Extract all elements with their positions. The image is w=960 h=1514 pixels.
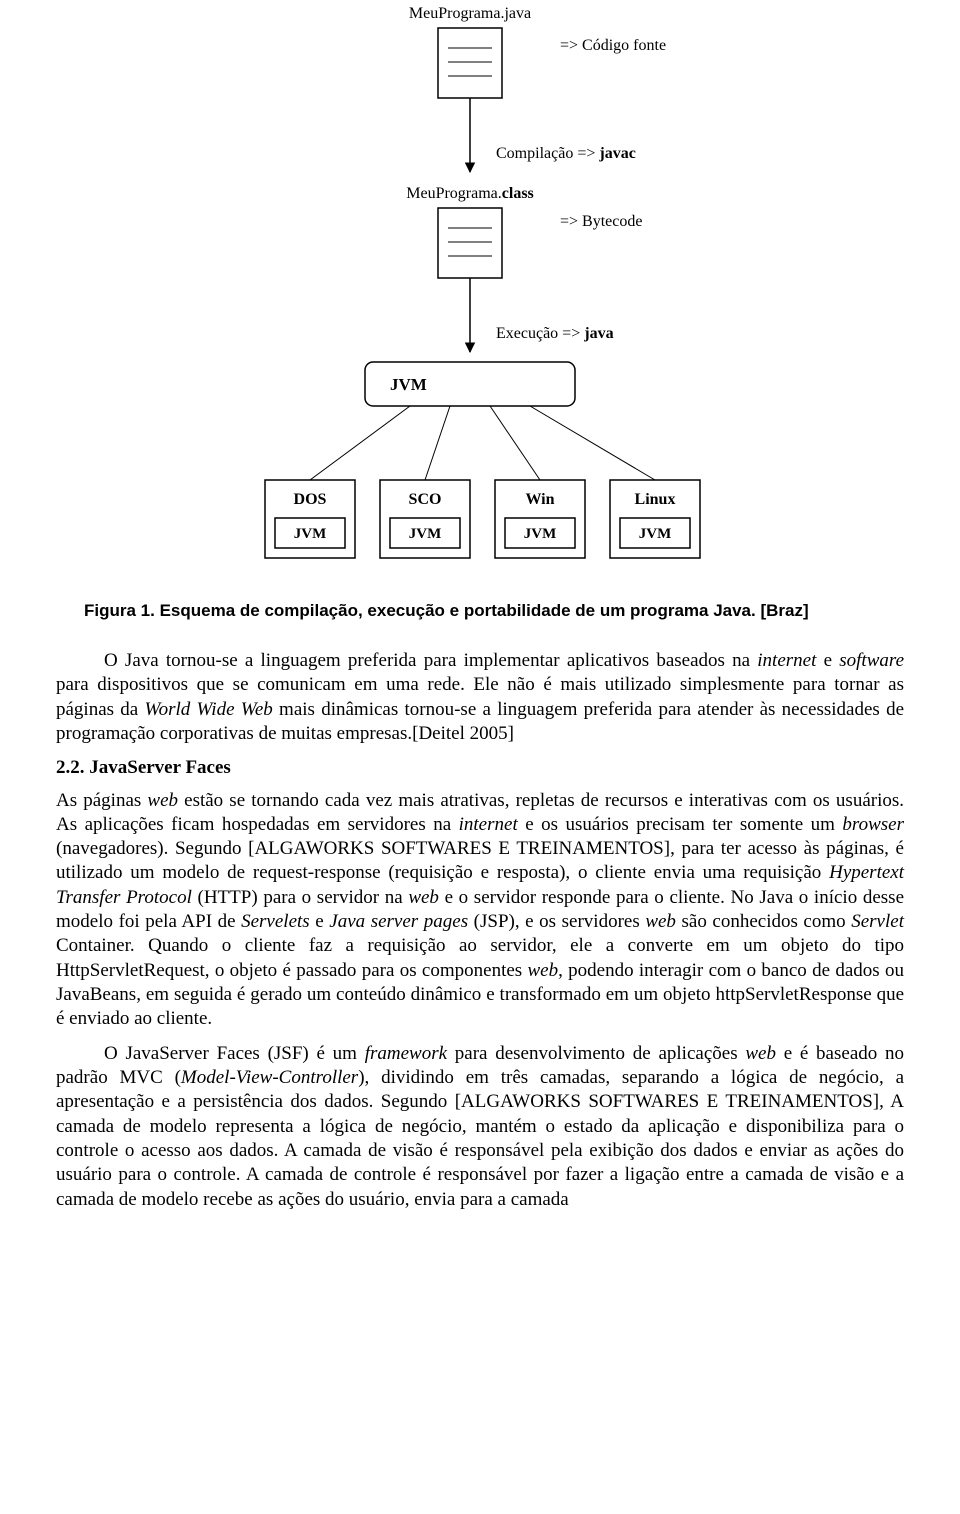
platform-linux: Linux [635, 491, 676, 508]
paragraph-2: As páginas web estão se tornando cada ve… [56, 789, 904, 1032]
arrow1-label: Compilação => javac [496, 145, 636, 162]
body-text: O Java tornou-se a linguagem preferida p… [56, 649, 904, 1212]
paragraph-1: O Java tornou-se a linguagem preferida p… [56, 649, 904, 746]
source-file-box [438, 28, 502, 98]
figure-caption: Figura 1. Esquema de compilação, execuçã… [84, 600, 824, 623]
platform-boxes: DOS JVM SCO JVM Win JVM Linux JVM [265, 480, 700, 558]
platform-win: Win [525, 491, 554, 508]
paragraph-3: O JavaServer Faces (JSF) é um framework … [56, 1042, 904, 1212]
platform-dos: DOS [294, 491, 327, 508]
diagram-mid-label: MeuPrograma.class [406, 185, 534, 202]
diagram-top-label: MeuPrograma.java [409, 5, 531, 22]
platform-linux-jvm: JVM [639, 526, 672, 542]
section-heading: 2.2. JavaServer Faces [56, 756, 904, 780]
side-label-bytecode: => Bytecode [560, 213, 642, 230]
class-file-box [438, 208, 502, 278]
java-compilation-diagram: MeuPrograma.java => Código fonte Compila… [56, 0, 904, 580]
platform-sco: SCO [409, 491, 442, 508]
arrow2-label: Execução => java [496, 325, 614, 342]
platform-dos-jvm: JVM [294, 526, 327, 542]
platform-win-jvm: JVM [524, 526, 557, 542]
page-container: MeuPrograma.java => Código fonte Compila… [0, 0, 960, 1252]
jvm-main-label: JVM [390, 375, 427, 394]
side-label-source: => Código fonte [560, 37, 666, 54]
platform-sco-jvm: JVM [409, 526, 442, 542]
